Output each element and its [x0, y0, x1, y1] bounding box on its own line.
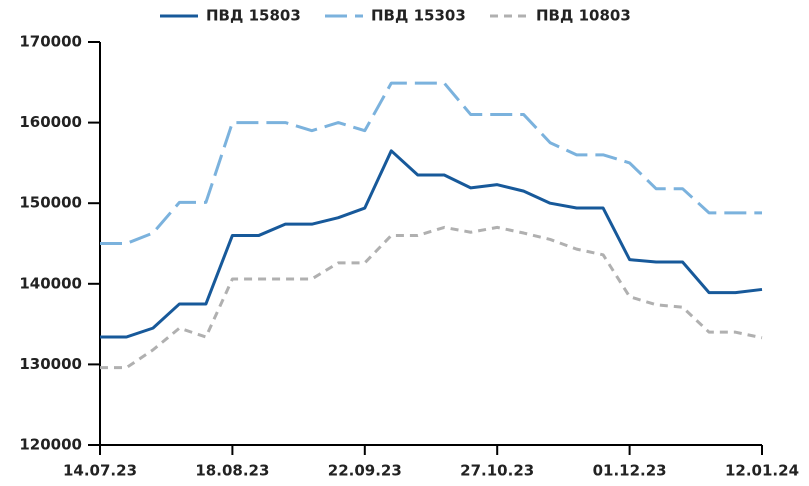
- legend-label: ПВД 15803: [206, 7, 301, 25]
- x-tick-label: 18.08.23: [195, 462, 269, 480]
- series-line: [100, 225, 763, 370]
- y-tick-label: 120000: [19, 436, 82, 454]
- series-line: [100, 81, 762, 245]
- y-tick-label: 170000: [19, 33, 82, 51]
- legend-label: ПВД 10803: [536, 7, 631, 25]
- x-tick-label: 14.07.23: [63, 462, 137, 480]
- x-tick-label: 27.10.23: [460, 462, 534, 480]
- y-tick-label: 140000: [19, 274, 82, 292]
- legend-label: ПВД 15303: [371, 7, 466, 25]
- x-tick-label: 12.01.24: [725, 462, 799, 480]
- y-tick-label: 160000: [19, 113, 82, 131]
- y-tick-label: 130000: [19, 355, 82, 373]
- x-tick-label: 22.09.23: [328, 462, 402, 480]
- x-tick-label: 01.12.23: [593, 462, 667, 480]
- series-line: [100, 149, 763, 339]
- y-tick-label: 150000: [19, 194, 82, 212]
